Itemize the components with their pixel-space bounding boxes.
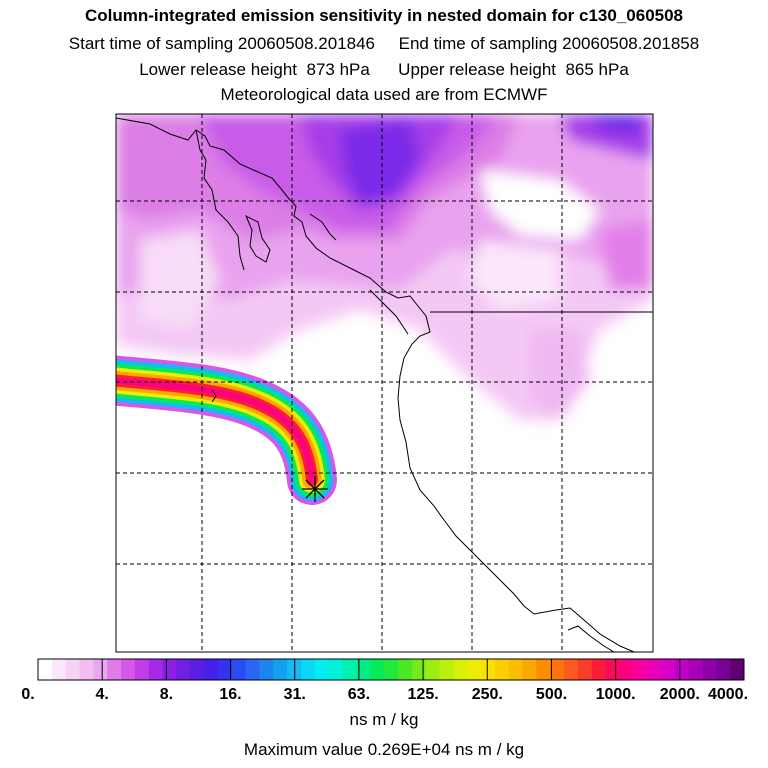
upper-release-value: 865 hPa [565,60,629,79]
coastlines [116,117,653,652]
colorbar-cell [65,659,81,680]
release-point-marker [302,476,328,502]
lat-lon-grid [116,114,653,652]
colorbar-tick-label: 4000. [708,686,748,703]
maximum-value-label: Maximum value [243,740,363,759]
page-title: Column-integrated emission sensitivity i… [84,6,684,25]
colorbar-unit: ns m / kg [349,710,419,729]
colorbar-cell [453,659,468,680]
colorbar-cell [51,659,67,680]
colorbar-cell [259,659,274,680]
colorbar-tick-label: 250. [472,686,503,703]
map-field [116,114,653,652]
colorbar-tick-label: 16. [219,686,241,703]
colorbar-cell [342,659,357,680]
colorbar-cell [564,659,579,680]
colorbar-cell [148,659,164,680]
lower-release-label: Lower release height [139,60,298,79]
colorbar-cell [716,659,731,680]
colorbar-cell [121,659,136,680]
colorbar-cell [633,659,648,680]
colorbar-cell [480,659,496,680]
colorbar-tick-label: 0. [21,686,34,703]
colorbar-cell [467,659,482,680]
colorbar-cell [688,659,703,680]
colorbar-cell [231,659,247,680]
colorbar-cell [370,659,385,680]
sampling-times: Start time of sampling 20060508.201846 E… [0,34,768,54]
colorbar-cell [162,659,177,680]
colorbar-cell [674,659,690,680]
colorbar-cell [577,659,593,680]
colorbar-cell [591,659,607,680]
colorbar-cell [550,659,565,680]
colorbar-tick-labels: 0. 4. 8. 16. 31. 63. 125. 250. 500. 1000. 2000. 400… [21,659,748,703]
colorbar-cell [107,659,122,680]
map-frame [115,113,654,653]
colorbar-cell [273,659,288,680]
start-time-value: 20060508.201846 [237,34,376,53]
colorbar-cell [425,659,440,680]
colorbar-cell [384,659,399,680]
end-time-label: End time of sampling [398,34,558,53]
lower-release-value: 873 hPa [306,60,370,79]
colorbar-cell [702,659,717,680]
colorbar-cell [79,659,94,680]
colorbar-cell [647,659,662,680]
colorbar-frame [37,658,745,681]
colorbar-cell [245,659,260,680]
upper-release-label: Upper release height [398,60,556,79]
colorbar-tick-label: 31. [284,686,306,703]
release-heights: Lower release height 873 hPa Upper relea… [0,60,768,80]
colorbar-cell [314,659,330,680]
colorbar-cell [38,659,53,680]
colorbar-cell [411,659,427,680]
plume [116,355,337,505]
colorbar-tick-label: 4. [96,686,109,703]
colorbar-tick-label: 125. [408,686,439,703]
maximum-value-number: 0.269E+04 ns m / kg [367,740,525,759]
colorbar-cell [190,659,205,680]
colorbar-cell [660,659,676,680]
colorbar-cell [619,659,634,680]
colorbar-cell [134,659,150,680]
colorbar-tick-label: 1000. [596,686,636,703]
colorbar-cell [93,659,108,680]
colorbar-tick-label: 63. [348,686,370,703]
colorbar-cell [356,659,371,680]
met-data-note: Meteorological data used are from ECMWF [220,85,548,104]
colorbar-cell [439,659,454,680]
colorbar-cell [605,659,620,680]
colorbar-cell [494,659,510,680]
end-time-value: 20060508.201858 [562,34,700,53]
colorbar-cell [217,659,233,680]
colorbar-cell [328,659,344,680]
colorbar-cell [730,659,745,680]
colorbar-cell [397,659,413,680]
colorbar-cell [508,659,524,680]
sensitivity-field [116,114,653,420]
maximum-value: Maximum value 0.269E+04 ns m / kg [0,740,768,760]
colorbar-cells [38,659,745,680]
start-time-label: Start time of sampling [68,34,234,53]
colorbar-tick-label: 2000. [660,686,700,703]
colorbar-cell [204,659,219,680]
colorbar-cell [301,659,316,680]
colorbar-cell [522,659,537,680]
colorbar-cell [536,659,551,680]
colorbar-cell [176,659,191,680]
colorbar-tick-label: 8. [160,686,173,703]
colorbar-tick-label: 500. [536,686,567,703]
